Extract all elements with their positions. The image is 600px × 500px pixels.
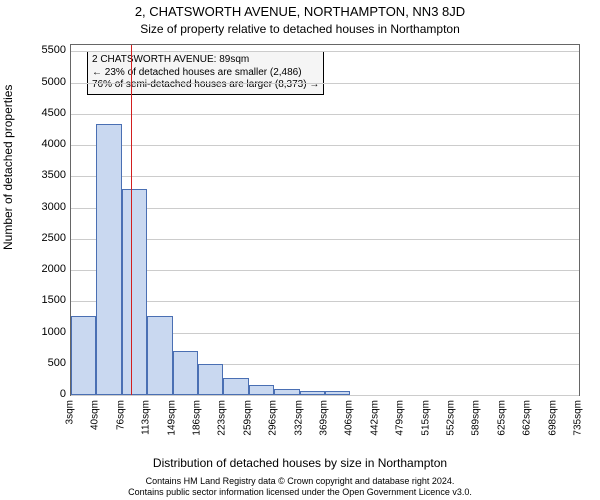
y-axis-label: Number of detached properties <box>1 85 15 250</box>
x-tick-label: 332sqm <box>293 400 304 436</box>
annotation-line-1: 2 CHATSWORTH AVENUE: 89sqm <box>92 54 319 67</box>
histogram-bar <box>274 389 299 395</box>
x-tick-label: 552sqm <box>446 400 457 436</box>
x-tick-label: 40sqm <box>90 400 101 430</box>
x-tick-label: 149sqm <box>166 400 177 436</box>
y-tick-label: 2000 <box>42 263 66 275</box>
histogram-bar <box>325 391 350 395</box>
x-tick-label: 3sqm <box>65 400 76 424</box>
y-tick-label: 500 <box>48 357 66 369</box>
histogram-bar <box>198 364 223 395</box>
y-tick-label: 5500 <box>42 44 66 56</box>
gridline <box>71 239 579 240</box>
gridline <box>71 270 579 271</box>
y-tick-label: 5000 <box>42 76 66 88</box>
histogram-bar <box>147 316 172 395</box>
x-tick-label: 625sqm <box>496 400 507 436</box>
histogram-plot: 2 CHATSWORTH AVENUE: 89sqm ← 23% of deta… <box>70 44 580 396</box>
y-tick-label: 1000 <box>42 326 66 338</box>
y-tick-label: 4000 <box>42 138 66 150</box>
histogram-bar <box>122 189 147 395</box>
x-tick-label: 589sqm <box>471 400 482 436</box>
x-tick-label: 698sqm <box>547 400 558 436</box>
x-tick-label: 442sqm <box>369 400 380 436</box>
x-tick-label: 662sqm <box>522 400 533 436</box>
x-tick-label: 735sqm <box>573 400 584 436</box>
x-tick-label: 76sqm <box>115 400 126 430</box>
y-tick-label: 3500 <box>42 169 66 181</box>
x-tick-label: 369sqm <box>319 400 330 436</box>
gridline <box>71 208 579 209</box>
histogram-bar <box>173 351 198 395</box>
histogram-bar <box>249 385 274 395</box>
gridline <box>71 176 579 177</box>
x-tick-label: 223sqm <box>217 400 228 436</box>
histogram-bar <box>71 316 96 395</box>
gridline <box>71 51 579 52</box>
histogram-bar <box>96 124 121 395</box>
gridline <box>71 114 579 115</box>
histogram-bar <box>223 378 248 396</box>
footer-line-1: Contains HM Land Registry data © Crown c… <box>0 476 600 487</box>
x-tick-label: 186sqm <box>192 400 203 436</box>
page-subtitle: Size of property relative to detached ho… <box>0 22 600 36</box>
gridline <box>71 145 579 146</box>
annotation-box: 2 CHATSWORTH AVENUE: 89sqm ← 23% of deta… <box>87 51 324 95</box>
annotation-line-3: 76% of semi-detached houses are larger (… <box>92 79 319 92</box>
page-title: 2, CHATSWORTH AVENUE, NORTHAMPTON, NN3 8… <box>0 4 600 19</box>
property-marker-line <box>131 45 132 395</box>
y-tick-label: 3000 <box>42 201 66 213</box>
gridline <box>71 395 579 396</box>
annotation-line-2: ← 23% of detached houses are smaller (2,… <box>92 67 319 80</box>
footer-line-2: Contains public sector information licen… <box>0 487 600 498</box>
y-tick-label: 4500 <box>42 107 66 119</box>
y-tick-label: 1500 <box>42 294 66 306</box>
x-tick-label: 515sqm <box>420 400 431 436</box>
footer: Contains HM Land Registry data © Crown c… <box>0 476 600 498</box>
x-tick-label: 406sqm <box>344 400 355 436</box>
y-tick-label: 2500 <box>42 232 66 244</box>
histogram-bar <box>300 391 325 395</box>
gridline <box>71 301 579 302</box>
x-tick-label: 479sqm <box>395 400 406 436</box>
y-tick-label: 0 <box>60 388 66 400</box>
x-tick-label: 113sqm <box>141 400 152 435</box>
x-tick-label: 296sqm <box>268 400 279 436</box>
x-tick-label: 259sqm <box>242 400 253 436</box>
gridline <box>71 83 579 84</box>
x-axis-label: Distribution of detached houses by size … <box>0 456 600 470</box>
